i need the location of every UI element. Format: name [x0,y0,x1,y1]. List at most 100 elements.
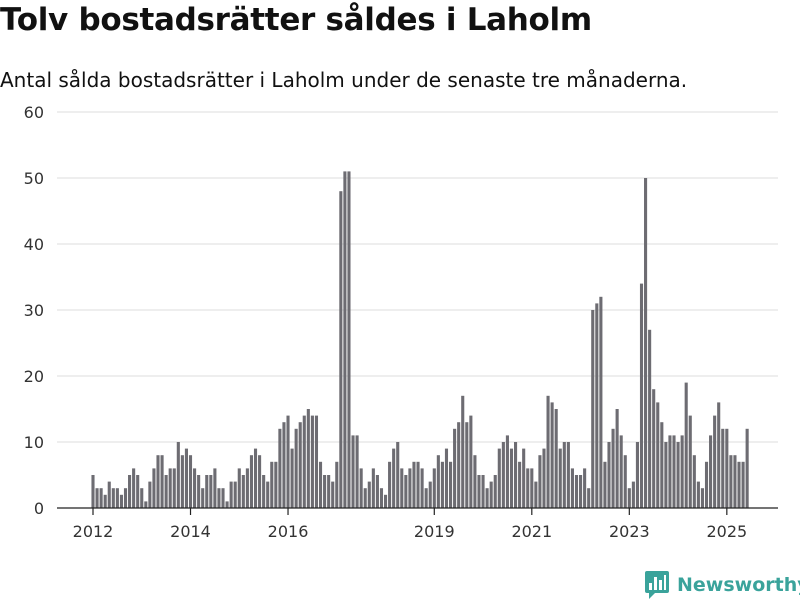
bar [461,395,465,508]
bar [209,475,213,508]
bar [193,468,197,508]
bar [400,468,404,508]
bar [396,442,400,508]
bar [229,481,233,508]
bar [318,461,323,508]
bar [367,481,371,508]
bar [485,488,489,508]
newsworthy-chart-icon [645,571,669,599]
bar [188,455,193,508]
bar [432,468,436,508]
bar [306,409,310,508]
bar [709,435,713,508]
bar [546,395,550,508]
bar [554,409,558,508]
bar [408,468,412,508]
bar [522,448,526,508]
bar [249,455,254,508]
y-tick-label: 50 [24,169,44,188]
bar [526,468,530,508]
bar [579,475,583,508]
brand-name: Newsworthy [677,574,800,596]
x-tick-label: 2021 [511,522,552,541]
bar [347,171,351,508]
bar [741,461,745,508]
bar [550,402,554,508]
bar [420,468,424,508]
bar [132,468,136,508]
bar [107,481,111,508]
bar [639,283,644,508]
bar [660,422,664,508]
bar [599,296,603,508]
bar [595,303,599,508]
bar [688,415,692,508]
bar [111,488,115,508]
bar [290,448,294,508]
bar [696,481,700,508]
bar [652,389,656,508]
bar [583,468,587,508]
bar [359,468,363,508]
bar [672,435,676,508]
bar [180,455,184,508]
bar [448,461,453,508]
bar [314,415,319,508]
bar [700,488,704,508]
bar [253,448,258,508]
bar [237,468,241,508]
bar [436,455,440,508]
newsworthy-logo: Newsworthy [645,570,800,600]
bar [692,455,696,508]
bar [558,448,562,508]
bar [619,435,623,508]
bar [465,422,469,508]
bar [274,461,278,508]
x-tick-label: 2023 [609,522,650,541]
bar [217,488,221,508]
bar [416,461,420,508]
bar [355,435,359,508]
bar [574,475,579,508]
bar [270,461,274,508]
x-tick-label: 2012 [73,522,114,541]
bar [725,428,729,508]
bar [201,488,205,508]
bar [412,461,416,508]
x-tick-label: 2016 [268,522,309,541]
bar [323,475,327,508]
bar [140,488,144,508]
bar [713,415,717,508]
bar [286,415,290,508]
bar [509,448,514,508]
bar [99,488,103,508]
bar [388,461,392,508]
bar [176,442,180,508]
bar [298,422,302,508]
bar [428,481,432,508]
bar [607,442,611,508]
bar [497,448,501,508]
bar [481,475,485,508]
bar [343,171,347,508]
y-tick-label: 10 [24,433,44,452]
bar [282,422,286,508]
bar [221,488,225,508]
bar [404,475,408,508]
bar [538,455,542,508]
bar [648,329,652,508]
bar [383,494,388,508]
bar [424,488,428,508]
bar [197,475,201,508]
bar [241,475,245,508]
bar [587,488,591,508]
bar [233,481,237,508]
bar [721,428,725,508]
x-tick-label: 2014 [170,522,211,541]
bar [534,481,538,508]
bar [278,428,282,508]
bar [501,442,505,508]
bar [115,488,119,508]
bar [128,475,132,508]
bar [302,415,306,508]
